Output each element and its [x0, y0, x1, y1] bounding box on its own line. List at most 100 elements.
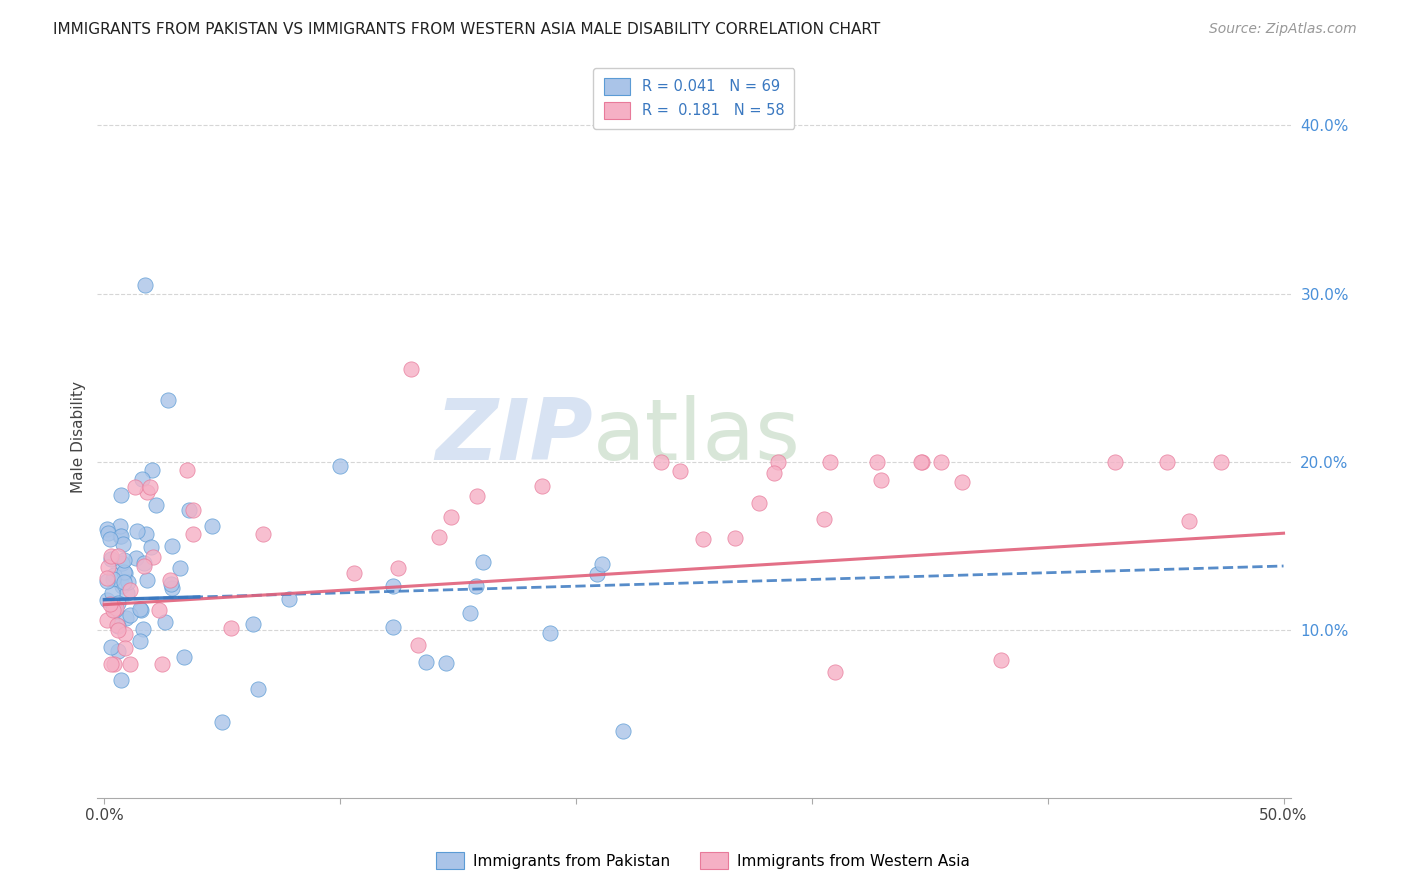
Point: [104, 602, 127, 616]
Point: [141, 463, 163, 477]
Point: [160, 576, 183, 591]
Point: [591, 557, 613, 571]
Point: [911, 455, 934, 469]
Point: [723, 531, 745, 545]
Point: [108, 529, 131, 543]
Point: [112, 565, 135, 579]
Point: [406, 638, 429, 652]
Point: [278, 591, 301, 606]
Point: [139, 480, 162, 494]
Point: [134, 278, 156, 293]
Point: [110, 488, 132, 502]
Point: [538, 626, 561, 640]
Point: [96, 613, 118, 627]
Point: [124, 480, 146, 494]
Point: [117, 575, 139, 590]
Point: [107, 619, 129, 633]
Point: [173, 650, 195, 665]
Point: [211, 715, 233, 730]
Point: [766, 455, 789, 469]
Point: [1104, 455, 1126, 469]
Point: [176, 463, 198, 477]
Point: [246, 681, 269, 696]
Point: [96, 574, 118, 589]
Point: [120, 608, 142, 623]
Point: [148, 603, 170, 617]
Point: [142, 550, 165, 565]
Point: [111, 556, 134, 570]
Point: [436, 656, 458, 670]
Point: [382, 579, 405, 593]
Point: [415, 656, 437, 670]
Point: [669, 464, 692, 478]
Point: [135, 527, 157, 541]
Point: [950, 475, 973, 489]
Point: [813, 512, 835, 526]
Point: [465, 579, 488, 593]
Point: [150, 657, 173, 671]
Point: [866, 455, 889, 469]
Point: [818, 455, 841, 469]
Point: [1178, 514, 1201, 528]
Point: [114, 627, 136, 641]
Point: [114, 640, 136, 655]
Point: [101, 603, 124, 617]
Point: [96, 522, 118, 536]
Point: [107, 644, 129, 658]
Point: [585, 567, 607, 582]
Point: [824, 665, 846, 679]
Point: [169, 561, 191, 575]
Point: [762, 466, 785, 480]
Point: [100, 657, 122, 671]
Point: [1209, 455, 1232, 469]
Point: [98, 597, 121, 611]
Point: [201, 519, 224, 533]
Point: [118, 657, 141, 671]
Text: IMMIGRANTS FROM PAKISTAN VS IMMIGRANTS FROM WESTERN ASIA MALE DISABILITY CORRELA: IMMIGRANTS FROM PAKISTAN VS IMMIGRANTS F…: [53, 22, 880, 37]
Point: [111, 537, 134, 551]
Point: [242, 617, 264, 632]
Legend: R = 0.041   N = 69, R =  0.181   N = 58: R = 0.041 N = 69, R = 0.181 N = 58: [593, 68, 794, 129]
Point: [111, 579, 134, 593]
Point: [105, 618, 128, 632]
Point: [96, 593, 118, 607]
Point: [131, 622, 153, 636]
Point: [129, 634, 152, 648]
Point: [748, 496, 770, 510]
Point: [990, 653, 1012, 667]
Point: [427, 530, 450, 544]
Point: [381, 620, 404, 634]
Point: [155, 615, 177, 629]
Point: [929, 455, 952, 469]
Y-axis label: Male Disability: Male Disability: [72, 381, 86, 492]
Point: [870, 473, 893, 487]
Point: [118, 583, 141, 598]
Point: [159, 573, 181, 587]
Point: [114, 566, 136, 580]
Point: [103, 572, 125, 586]
Point: [181, 502, 204, 516]
Point: [399, 362, 422, 376]
Point: [440, 510, 463, 524]
Point: [97, 560, 120, 574]
Point: [145, 498, 167, 512]
Point: [387, 561, 409, 575]
Point: [100, 551, 122, 566]
Point: [530, 479, 553, 493]
Point: [329, 458, 352, 473]
Point: [115, 586, 138, 600]
Point: [129, 602, 152, 616]
Point: [179, 503, 201, 517]
Point: [458, 606, 481, 620]
Point: [465, 489, 488, 503]
Point: [105, 600, 128, 615]
Point: [98, 532, 121, 546]
Point: [107, 624, 129, 638]
Point: [910, 455, 932, 469]
Point: [103, 568, 125, 582]
Point: [110, 529, 132, 543]
Legend: Immigrants from Pakistan, Immigrants from Western Asia: Immigrants from Pakistan, Immigrants fro…: [430, 846, 976, 875]
Point: [100, 549, 122, 563]
Point: [650, 455, 672, 469]
Point: [134, 558, 156, 573]
